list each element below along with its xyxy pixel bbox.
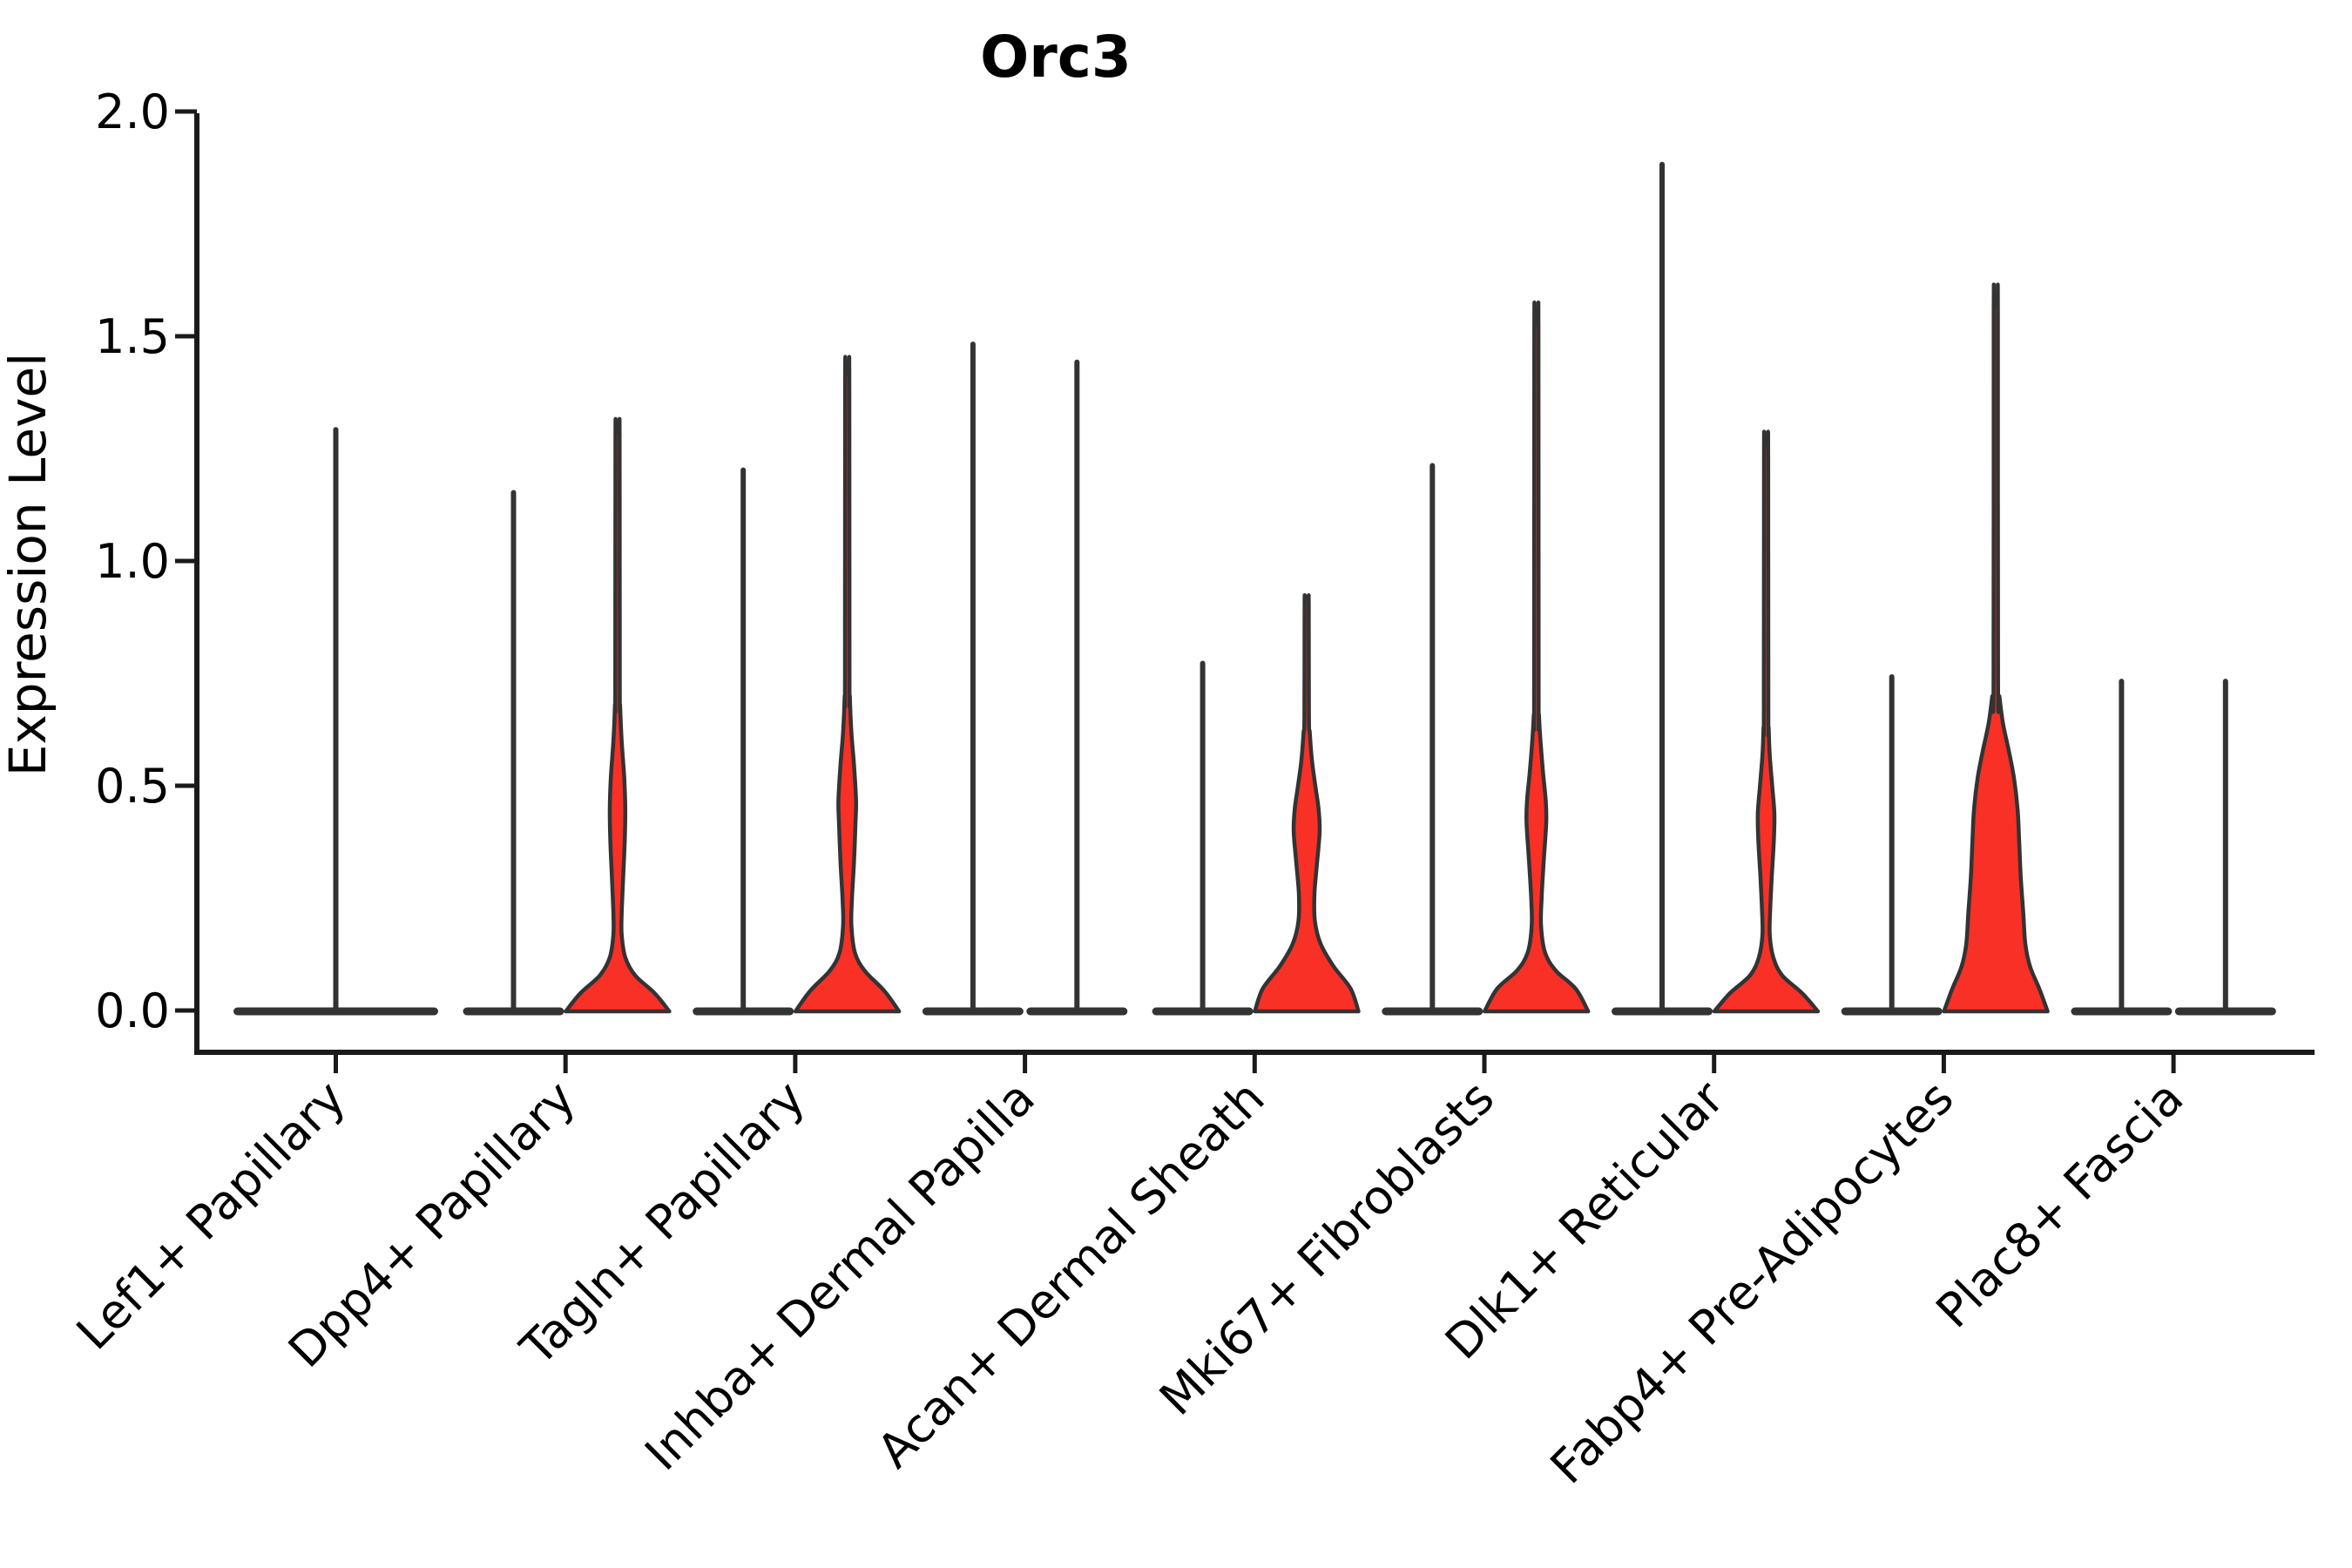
x-tick-label-3: Inhba+ Dermal Papilla [634, 1071, 1044, 1481]
x-tick-label-4: Acan+ Dermal Sheath [867, 1071, 1274, 1478]
y-tick-labels: 0.0 0.5 1.0 1.5 2.0 [95, 84, 170, 1038]
violin-body-6-right [1712, 429, 1821, 1014]
y-tick-label: 0.0 [95, 983, 170, 1038]
violin-body-5-right [1482, 301, 1591, 1014]
y-tick-label: 1.5 [95, 309, 170, 364]
violin-body-2-right [793, 355, 902, 1014]
x-tick-label-8: Plac8+ Fascia [1926, 1071, 2194, 1339]
x-tick-label-7: Fabp4+ Pre-Adipocytes [1540, 1071, 1964, 1495]
violin-body-1-right [564, 416, 672, 1014]
violin-body-7-right [1942, 282, 2050, 1014]
axes-layer [175, 109, 2315, 1073]
violin-layer [233, 161, 2276, 1016]
y-tick-label: 0.5 [95, 759, 170, 814]
violin-body-4-right [1253, 593, 1361, 1014]
y-tick-label: 2.0 [95, 84, 170, 139]
chart-title: Orc3 [980, 24, 1132, 91]
y-axis-label: Expression Level [0, 353, 57, 776]
y-tick-label: 1.0 [95, 534, 170, 589]
